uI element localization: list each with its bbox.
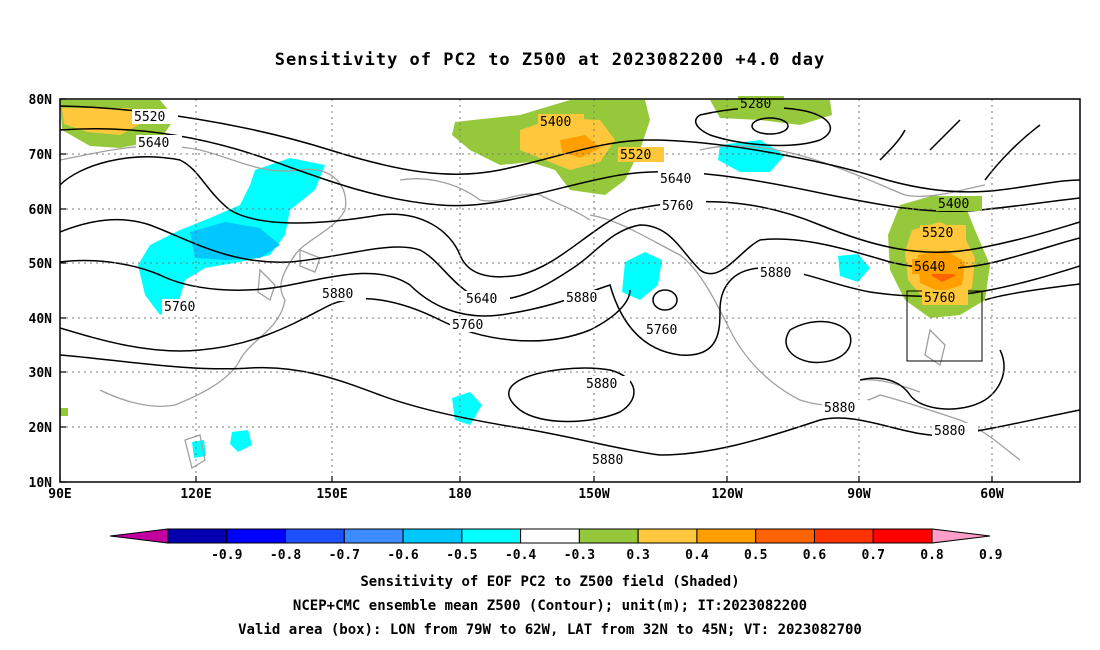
contour-label: 5880 xyxy=(934,424,965,439)
colorbar-tick-label: -0.5 xyxy=(446,548,477,563)
lat-labels: 80N 70N 60N 50N 40N 30N 20N 10N xyxy=(29,93,53,491)
contour-label: 5640 xyxy=(660,172,691,187)
colorbar-tick-label: 0.9 xyxy=(979,548,1002,563)
contour-labels: 5280 5400 5400 5520 5520 5520 5640 5640 … xyxy=(132,96,982,468)
lat-label: 60N xyxy=(29,203,53,218)
caption-valid-area: Valid area (box): LON from 79W to 62W, L… xyxy=(238,622,862,638)
contour-label: 5400 xyxy=(938,197,969,212)
contour-label: 5640 xyxy=(138,136,169,151)
contour-label: 5880 xyxy=(566,291,597,306)
lon-label: 120W xyxy=(711,487,742,502)
colorbar-tick-label: 0.4 xyxy=(685,548,709,563)
lon-label: 60W xyxy=(980,487,1004,502)
colorbar-tick-label: -0.9 xyxy=(211,548,242,563)
lon-label: 180 xyxy=(448,487,472,502)
lat-label: 40N xyxy=(29,312,53,327)
colorbar-tick-label: -0.6 xyxy=(387,548,418,563)
contour-label: 5280 xyxy=(740,97,771,112)
colorbar-tick-label: 0.6 xyxy=(803,548,827,563)
contour-label: 5760 xyxy=(164,300,195,315)
colorbar-box xyxy=(520,528,580,544)
lat-label: 70N xyxy=(29,148,53,163)
lon-labels: 90E 120E 150E 180 150W 120W 90W 60W xyxy=(48,487,1004,502)
contour-label: 5520 xyxy=(922,226,953,241)
lat-label: 20N xyxy=(29,421,53,436)
colorbar-box xyxy=(402,528,463,544)
contour-label: 5880 xyxy=(760,266,791,281)
lon-label: 90E xyxy=(48,487,71,502)
contour-label: 5640 xyxy=(466,292,497,307)
colorbar-box xyxy=(226,528,287,544)
colorbar-box xyxy=(637,528,698,544)
lon-label: 120E xyxy=(180,487,211,502)
lon-label: 90W xyxy=(847,487,871,502)
lat-label: 50N xyxy=(29,257,53,272)
contour-label: 5640 xyxy=(914,260,945,275)
colorbar-box xyxy=(343,528,404,544)
lat-label: 30N xyxy=(29,366,53,381)
lat-label: 10N xyxy=(29,476,53,491)
colorbar-tick-label: 0.5 xyxy=(744,548,767,563)
caption-shading: Sensitivity of EOF PC2 to Z500 field (Sh… xyxy=(360,574,740,590)
colorbar-box xyxy=(461,528,522,544)
colorbar-min-arrow xyxy=(109,528,169,544)
colorbar-tick-label: -0.7 xyxy=(329,548,360,563)
contour-label: 5760 xyxy=(452,318,483,333)
colorbar-tick-label: -0.8 xyxy=(270,548,301,563)
contour-label: 5520 xyxy=(620,148,651,163)
caption-contour: NCEP+CMC ensemble mean Z500 (Contour); u… xyxy=(292,598,808,614)
colorbar-box xyxy=(813,528,874,544)
colorbar-box xyxy=(167,528,228,544)
colorbar-tick-label: 0.8 xyxy=(920,548,944,563)
grid-lines xyxy=(60,99,1080,482)
contour-label: 5880 xyxy=(322,287,353,302)
colorbar-tick-label: 0.3 xyxy=(626,548,649,563)
colorbar-box xyxy=(285,528,345,544)
lon-label: 150W xyxy=(578,487,609,502)
contour-label: 5400 xyxy=(540,115,571,130)
colorbar-tick-label: -0.4 xyxy=(505,548,536,563)
lon-label: 150E xyxy=(316,487,347,502)
colorbar-max-arrow xyxy=(931,528,991,544)
colorbar-box xyxy=(696,528,757,544)
contour-label: 5880 xyxy=(586,377,617,392)
axis-ticks xyxy=(59,98,993,483)
colorbar-box xyxy=(872,528,933,544)
colorbar-tick-label: -0.3 xyxy=(564,548,595,563)
lat-label: 80N xyxy=(29,93,53,108)
colorbar-tick-label: 0.7 xyxy=(861,548,884,563)
contour-label: 5880 xyxy=(592,453,623,468)
colorbar-box xyxy=(755,528,815,544)
contour-label: 5760 xyxy=(646,323,677,338)
contour-label: 5520 xyxy=(134,110,165,125)
colorbar: -0.9 -0.8 -0.7 -0.6 -0.5 -0.4 -0.3 0.3 0.4 0.5 0.6… xyxy=(109,528,1003,563)
map-title: Sensitivity of PC2 to Z500 at 2023082200… xyxy=(274,50,826,70)
colorbar-box xyxy=(578,528,639,544)
contour-label: 5760 xyxy=(662,199,693,214)
contour-label: 5880 xyxy=(824,401,855,416)
contour-label: 5760 xyxy=(924,291,955,306)
